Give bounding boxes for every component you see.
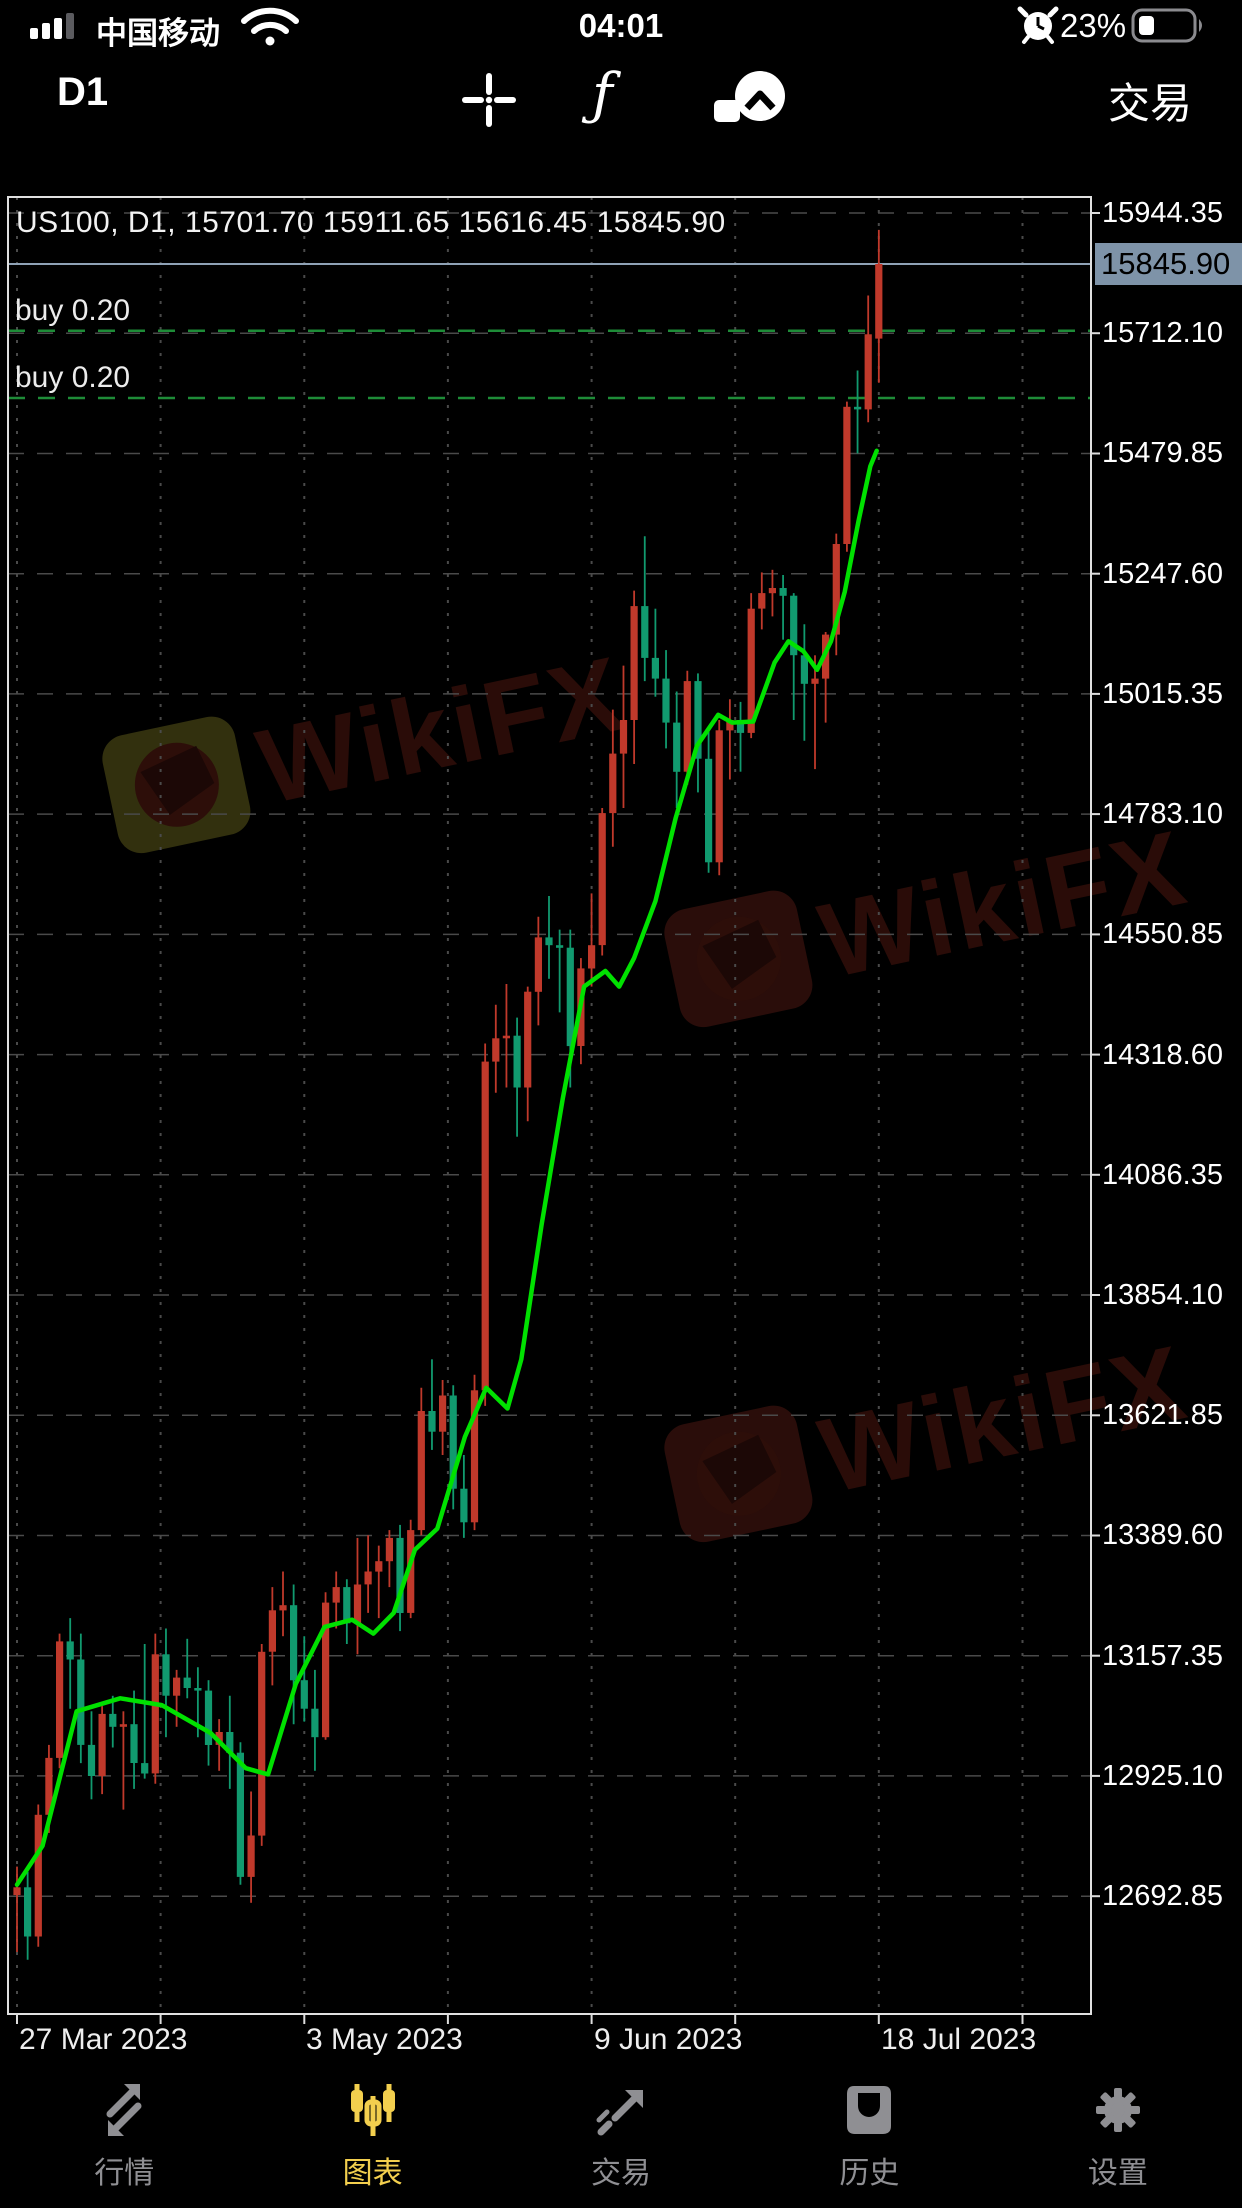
date-tick-label: 3 May 2023: [306, 2023, 463, 2056]
date-tick-label: 18 Jul 2023: [881, 2023, 1037, 2056]
price-tick-label: 15944.35: [1102, 197, 1223, 229]
tab-charts[interactable]: 图表: [248, 2072, 496, 2208]
trade-button[interactable]: 交易: [1107, 80, 1192, 127]
status-bar: 中国移动 04:01 23%: [0, 0, 1242, 52]
timeframe-button[interactable]: D1: [57, 70, 109, 114]
price-tick-label: 15712.10: [1102, 317, 1223, 349]
tab-label: 设置: [1087, 2157, 1148, 2190]
ohlc-header: US100, D1, 15701.70 15911.65 15616.45 15…: [16, 206, 726, 239]
cellular-signal-icon: [30, 13, 74, 39]
price-tick-label: 14783.10: [1102, 798, 1223, 830]
tab-label: 历史: [839, 2157, 900, 2190]
price-tick-label: 14086.35: [1102, 1159, 1223, 1191]
svg-text:WikiFX: WikiFX: [810, 808, 1197, 1000]
date-tick-label: 9 Jun 2023: [594, 2023, 743, 2056]
price-tick-label: 14550.85: [1102, 918, 1223, 950]
price-tick-label: 13389.60: [1102, 1519, 1223, 1551]
crosshair-icon[interactable]: [462, 73, 516, 127]
tab-label: 交易: [591, 2157, 652, 2190]
quotes-arrows-icon: [106, 2084, 142, 2136]
candlestick-icon: [350, 2084, 395, 2136]
wifi-icon: [241, 7, 299, 46]
tab-history[interactable]: 历史: [745, 2072, 993, 2208]
current-price-badge: 15845.90: [1095, 243, 1242, 285]
tab-quotes[interactable]: 行情: [0, 2072, 248, 2208]
alarm-icon: [1017, 6, 1059, 44]
price-tick-label: 15479.85: [1102, 437, 1223, 469]
tab-trade[interactable]: 交易: [497, 2072, 745, 2208]
tab-label: 图表: [342, 2157, 403, 2190]
battery-icon: [1131, 8, 1202, 43]
date-tick-label: 27 Mar 2023: [19, 2023, 188, 2056]
trade-arrow-icon: [596, 2090, 644, 2136]
price-tick-label: 15247.60: [1102, 558, 1223, 590]
gear-icon: [1095, 2088, 1140, 2132]
price-tick-label: 14318.60: [1102, 1039, 1223, 1071]
status-time: 04:01: [578, 7, 664, 44]
carrier-label: 中国移动: [96, 16, 220, 51]
price-tick-label: 12692.85: [1102, 1880, 1223, 1912]
tab-label: 行情: [94, 2157, 155, 2190]
buy-position-label: buy 0.20: [15, 294, 131, 327]
price-tick-label: 13854.10: [1102, 1279, 1223, 1311]
price-tick-label: 13621.85: [1102, 1399, 1223, 1431]
buy-position-label: buy 0.20: [15, 361, 131, 394]
indicators-icon[interactable]: [714, 71, 785, 122]
tab-settings[interactable]: 设置: [994, 2072, 1242, 2208]
svg-text:WikiFX: WikiFX: [248, 634, 635, 826]
price-tick-label: 13157.35: [1102, 1640, 1223, 1672]
function-icon[interactable]: ƒ: [592, 62, 613, 127]
history-icon: [847, 2086, 892, 2134]
price-tick-label: 12925.10: [1102, 1760, 1223, 1792]
chart-toolbar: D1 ƒ 交易: [0, 56, 1242, 136]
price-tick-label: 15015.35: [1102, 678, 1223, 710]
battery-percent: 23%: [1060, 7, 1127, 44]
tab-bar: 行情 图表 交易: [0, 2072, 1242, 2208]
